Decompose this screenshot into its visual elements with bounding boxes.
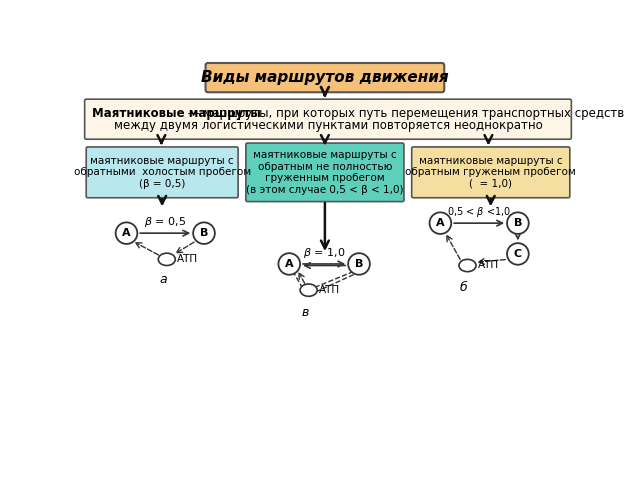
- Text: C: C: [514, 249, 522, 259]
- Text: A: A: [436, 218, 445, 228]
- Text: 0,5 < $\beta$ <1,0: 0,5 < $\beta$ <1,0: [447, 205, 511, 219]
- Text: маятниковые маршруты с
обратным груженым пробегом
(  = 1,0): маятниковые маршруты с обратным груженым…: [405, 156, 576, 189]
- Text: $\beta$ = 0,5: $\beta$ = 0,5: [144, 216, 186, 229]
- Circle shape: [193, 222, 215, 244]
- Text: Маятниковые маршруты: Маятниковые маршруты: [92, 108, 261, 120]
- Circle shape: [116, 222, 138, 244]
- Text: $\beta$ = 1,0: $\beta$ = 1,0: [303, 246, 346, 260]
- Ellipse shape: [459, 259, 476, 272]
- Text: а: а: [159, 273, 167, 286]
- FancyBboxPatch shape: [205, 63, 444, 92]
- FancyBboxPatch shape: [246, 143, 404, 202]
- FancyBboxPatch shape: [86, 147, 238, 198]
- Text: маятниковые маршруты с
обратным не полностью
груженным пробегом
(в этом случае 0: маятниковые маршруты с обратным не полно…: [246, 150, 404, 195]
- Text: АТП: АТП: [177, 254, 198, 264]
- Text: B: B: [355, 259, 363, 269]
- Text: B: B: [200, 228, 208, 238]
- Circle shape: [429, 212, 451, 234]
- Text: б: б: [460, 281, 467, 294]
- Text: A: A: [285, 259, 294, 269]
- Circle shape: [507, 212, 529, 234]
- FancyBboxPatch shape: [84, 99, 572, 139]
- Text: АТП: АТП: [477, 261, 499, 271]
- Text: B: B: [514, 218, 522, 228]
- Text: АТП: АТП: [319, 285, 340, 295]
- Circle shape: [278, 253, 300, 275]
- Text: — маршруты, при которых путь перемещения транспортных средств: — маршруты, при которых путь перемещения…: [184, 108, 624, 120]
- Text: Виды маршрутов движения: Виды маршрутов движения: [201, 70, 449, 85]
- Circle shape: [348, 253, 370, 275]
- Text: маятниковые маршруты с
обратными  холостым пробегом
(β = 0,5): маятниковые маршруты с обратными холосты…: [74, 156, 251, 189]
- Text: A: A: [122, 228, 131, 238]
- Text: в: в: [301, 306, 308, 319]
- Ellipse shape: [300, 284, 317, 296]
- FancyBboxPatch shape: [412, 147, 570, 198]
- Ellipse shape: [158, 253, 175, 265]
- Text: между двумя логистическими пунктами повторяется неоднократно: между двумя логистическими пунктами повт…: [114, 119, 542, 132]
- Circle shape: [507, 243, 529, 265]
